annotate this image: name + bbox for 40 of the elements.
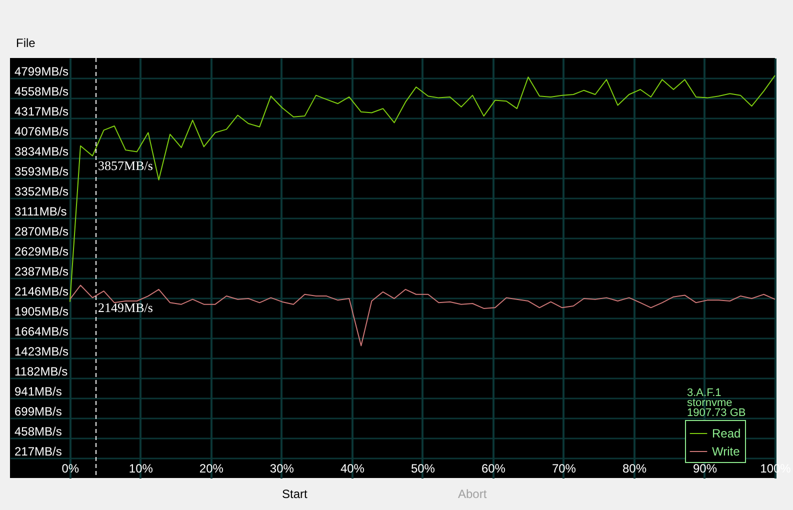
y-tick-label: 1905MB/s <box>14 304 69 319</box>
y-tick-label: 4799MB/s <box>14 64 69 78</box>
y-tick-label: 3834MB/s <box>14 144 69 159</box>
x-tick-label: 40% <box>340 462 365 476</box>
y-tick-label: 2387MB/s <box>14 264 69 279</box>
y-tick-label: 3593MB/s <box>14 164 69 179</box>
x-tick-label: 50% <box>410 462 436 476</box>
x-tick-label: 30% <box>270 462 294 476</box>
x-tick-label: 10% <box>128 462 154 476</box>
x-tick-label: 60% <box>481 462 506 476</box>
text: Start <box>282 487 308 501</box>
y-tick-label: 941MB/s <box>14 384 62 398</box>
y-tick-label: 3352MB/s <box>14 184 69 198</box>
y-tick-label: 4558MB/s <box>14 84 69 98</box>
x-tick-label: 90% <box>692 462 718 476</box>
y-tick-label: 1664MB/s <box>14 324 69 338</box>
y-tick-label: 2146MB/s <box>14 284 69 299</box>
y-tick-label: 1182MB/s <box>14 364 68 378</box>
annotation: 3.A.F.1 <box>687 387 722 399</box>
x-tick-label: 20% <box>199 462 224 476</box>
annotation: 1907.73 GB <box>687 407 746 419</box>
x-tick-label: 0% <box>62 462 80 476</box>
x-tick-label: 70% <box>552 462 576 476</box>
y-tick-label: 4076MB/s <box>14 124 69 138</box>
y-tick-label: 2629MB/s <box>14 244 69 258</box>
annotation: 3857MB/s <box>98 158 153 174</box>
y-tick-label: 458MB/s <box>14 424 62 439</box>
y-tick-label: 1423MB/s <box>14 344 69 358</box>
y-tick-label: 699MB/s <box>14 404 62 419</box>
y-tick-label: 217MB/s <box>14 444 62 459</box>
legend-label: Read <box>712 426 741 440</box>
y-tick-label: 4317MB/s <box>14 104 69 118</box>
annotation: 2149MB/s <box>98 300 153 315</box>
y-tick-label: 2870MB/s <box>14 224 69 238</box>
x-tick-label: 80% <box>622 462 647 476</box>
legend-label: Write <box>712 444 740 458</box>
text: File <box>16 36 36 50</box>
annotation: stornvme <box>687 397 732 409</box>
text: Abort <box>458 487 488 501</box>
y-tick-label: 3111MB/s <box>14 204 67 218</box>
